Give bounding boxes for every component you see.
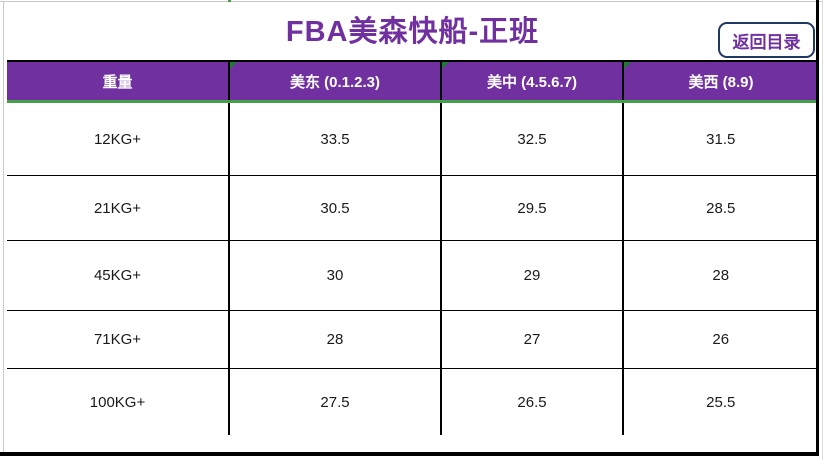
- column-header-weight: 重量: [7, 60, 229, 103]
- rate-cell: 29.5: [440, 175, 624, 241]
- column-header-us-west: 美西 (8.9): [622, 60, 818, 103]
- back-to-catalog-button[interactable]: 返回目录: [718, 22, 815, 58]
- rate-cell: 26: [622, 310, 819, 369]
- column-header-us-central: 美中 (4.5.6.7): [440, 60, 623, 103]
- weight-cell: 21KG+: [7, 175, 230, 241]
- rate-cell: 32.5: [440, 101, 624, 176]
- column-header-us-east: 美东 (0.1.2.3): [228, 60, 441, 103]
- rate-cell: 27.5: [228, 368, 442, 435]
- rate-cell: 30.5: [228, 175, 442, 241]
- rate-cell: 29: [440, 240, 624, 311]
- rate-cell: 28.5: [622, 175, 819, 241]
- column-header-label: 美西 (8.9): [688, 73, 754, 91]
- page-title: FBA美森快船-正班: [285, 16, 540, 48]
- table-row: 21KG+ 30.5 29.5 28.5: [7, 175, 819, 241]
- rate-cell: 28: [228, 310, 442, 369]
- table-row: 71KG+ 28 27 26: [7, 310, 819, 369]
- column-header-label: 美中 (4.5.6.7): [486, 73, 578, 91]
- rate-cell: 25.5: [622, 368, 819, 435]
- table-row: 45KG+ 30 29 28: [7, 240, 819, 311]
- weight-cell: 71KG+: [7, 310, 230, 369]
- rate-cell: 33.5: [228, 101, 442, 176]
- rate-cell: 31.5: [622, 101, 819, 176]
- rate-cell: 30: [228, 240, 442, 311]
- rate-cell: 28: [622, 240, 819, 311]
- error-indicator-icon: [442, 62, 449, 69]
- table-row: 12KG+ 33.5 32.5 31.5: [7, 101, 819, 176]
- selection-tick: [228, 0, 231, 2]
- table-row: 100KG+ 27.5 26.5 25.5: [7, 368, 819, 435]
- weight-cell: 45KG+: [7, 240, 230, 311]
- rate-cell: 27: [440, 310, 624, 369]
- rate-table: 重量 美东 (0.1.2.3) 美中 (4.5.6.7) 美西 (8.9) 12…: [7, 60, 819, 435]
- header-row: 重量 美东 (0.1.2.3) 美中 (4.5.6.7) 美西 (8.9): [7, 60, 818, 103]
- table-bottom-border: [0, 452, 819, 456]
- table-right-border: [816, 0, 819, 456]
- column-header-label: 美东 (0.1.2.3): [289, 73, 381, 91]
- left-gridline: [3, 2, 4, 453]
- error-indicator-icon: [624, 62, 631, 69]
- weight-cell: 12KG+: [7, 101, 230, 176]
- error-indicator-icon: [230, 62, 237, 69]
- top-gridline: [0, 1, 823, 2]
- weight-cell: 100KG+: [7, 368, 230, 435]
- column-header-label: 重量: [102, 73, 133, 91]
- rate-cell: 26.5: [440, 368, 624, 435]
